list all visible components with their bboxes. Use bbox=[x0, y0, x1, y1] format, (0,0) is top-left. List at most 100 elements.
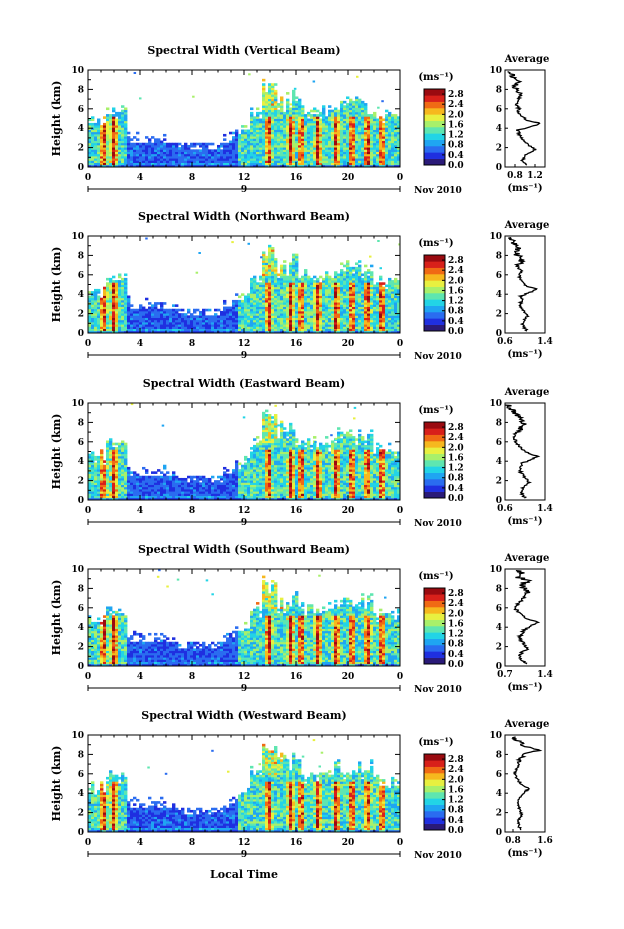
heatmap-cell bbox=[307, 111, 311, 115]
heatmap-cell bbox=[124, 277, 128, 281]
heatmap-cell bbox=[367, 326, 371, 329]
heatmap-cell bbox=[256, 282, 260, 285]
heatmap-cell bbox=[97, 495, 101, 499]
heatmap-cell bbox=[379, 125, 383, 128]
heatmap-cell bbox=[286, 288, 290, 292]
heatmap-cell bbox=[370, 155, 374, 159]
heatmap-cell bbox=[322, 127, 326, 130]
heatmap-cell bbox=[349, 286, 353, 290]
heatmap-cell bbox=[91, 493, 95, 496]
heatmap-cell bbox=[352, 140, 356, 144]
heatmap-cell bbox=[343, 109, 347, 113]
heatmap-cell bbox=[166, 164, 170, 167]
heatmap-cell bbox=[169, 308, 173, 312]
heatmap-cell bbox=[97, 127, 101, 130]
heatmap-cell bbox=[160, 326, 164, 329]
heatmap-cell bbox=[331, 127, 335, 130]
heatmap-cell bbox=[229, 140, 233, 144]
heatmap-cell bbox=[160, 149, 164, 152]
heatmap-cell bbox=[205, 164, 209, 167]
heatmap-cell bbox=[100, 326, 104, 329]
y-tick-label: 8 bbox=[78, 251, 84, 261]
heatmap-cell bbox=[337, 162, 341, 166]
heatmap-cell bbox=[358, 306, 362, 310]
heatmap-cell bbox=[103, 144, 107, 148]
average-y-tick-label: 8 bbox=[496, 251, 502, 261]
heatmap-cell bbox=[271, 136, 275, 139]
heatmap-cell bbox=[97, 120, 101, 124]
heatmap-cell bbox=[124, 164, 128, 167]
heatmap-cell bbox=[271, 160, 275, 163]
heatmap-cell bbox=[211, 164, 215, 167]
heatmap-cell bbox=[358, 111, 362, 115]
heatmap-cell bbox=[118, 155, 122, 159]
heatmap-cell bbox=[196, 324, 200, 327]
heatmap-cell bbox=[331, 282, 335, 285]
heatmap-cell bbox=[244, 319, 248, 323]
heatmap-cell bbox=[283, 326, 287, 329]
heatmap-cell bbox=[259, 133, 263, 137]
colorbar-tick-label: 0.4 bbox=[448, 317, 464, 327]
heatmap-cell bbox=[367, 138, 371, 141]
heatmap-cell bbox=[313, 302, 317, 305]
heatmap-cell bbox=[361, 297, 365, 301]
heatmap-cell bbox=[391, 288, 395, 292]
heatmap-cell bbox=[376, 317, 380, 321]
heatmap-cell bbox=[382, 310, 386, 314]
heatmap-cell bbox=[271, 85, 275, 89]
heatmap-cell bbox=[391, 144, 395, 148]
heatmap-cell bbox=[112, 160, 116, 163]
heatmap-cell bbox=[199, 142, 203, 146]
heatmap-cell bbox=[376, 136, 380, 139]
heatmap-cell bbox=[385, 153, 389, 157]
heatmap-cell bbox=[394, 282, 398, 285]
average-y-tick-label: 0 bbox=[496, 163, 502, 173]
heatmap-cell bbox=[361, 151, 365, 155]
heatmap-cell bbox=[124, 444, 128, 448]
heatmap-cell bbox=[109, 129, 113, 133]
heatmap-cell bbox=[265, 162, 269, 166]
heatmap-cell bbox=[346, 147, 350, 150]
heatmap-cell bbox=[289, 280, 293, 283]
heatmap-cell bbox=[352, 326, 356, 329]
heatmap-cell bbox=[265, 258, 269, 261]
heatmap-cell bbox=[259, 282, 263, 285]
heatmap-cell bbox=[328, 125, 332, 128]
heatmap-cell bbox=[367, 114, 371, 117]
heatmap-cell bbox=[349, 275, 353, 279]
heatmap-cell bbox=[238, 313, 242, 316]
heatmap-cell bbox=[385, 109, 389, 113]
heatmap-cell bbox=[295, 273, 299, 277]
heatmap-cell bbox=[325, 321, 329, 325]
heatmap-cell bbox=[397, 120, 400, 124]
heatmap-cell bbox=[121, 328, 125, 332]
heatmap-cell bbox=[328, 144, 332, 148]
heatmap-cell bbox=[364, 308, 368, 312]
heatmap-cell bbox=[274, 258, 278, 261]
heatmap-cell bbox=[373, 153, 377, 157]
heatmap-cell bbox=[163, 324, 167, 327]
heatmap-cell bbox=[121, 449, 125, 452]
heatmap-cell bbox=[340, 153, 344, 157]
heatmap-cell bbox=[175, 162, 179, 166]
heatmap-cell bbox=[115, 495, 119, 499]
heatmap-cell bbox=[124, 449, 128, 452]
heatmap-cell bbox=[376, 313, 380, 316]
heatmap-cell bbox=[301, 116, 305, 119]
heatmap-cell bbox=[241, 164, 245, 167]
heatmap-cell bbox=[274, 280, 278, 283]
heatmap-cell bbox=[325, 147, 329, 150]
heatmap-cell bbox=[301, 288, 305, 292]
heatmap-cell bbox=[241, 328, 245, 332]
heatmap-cell bbox=[271, 310, 275, 314]
heatmap-cell bbox=[262, 319, 266, 323]
heatmap-cell bbox=[106, 114, 110, 117]
heatmap-cell bbox=[373, 330, 377, 333]
heatmap-cell bbox=[391, 142, 395, 146]
heatmap-cell bbox=[145, 147, 149, 150]
day-label: 9 bbox=[241, 185, 247, 195]
heatmap-cell bbox=[292, 264, 296, 268]
heatmap-cell bbox=[352, 319, 356, 323]
heatmap-cell bbox=[280, 149, 284, 152]
heatmap-cell bbox=[394, 328, 398, 332]
